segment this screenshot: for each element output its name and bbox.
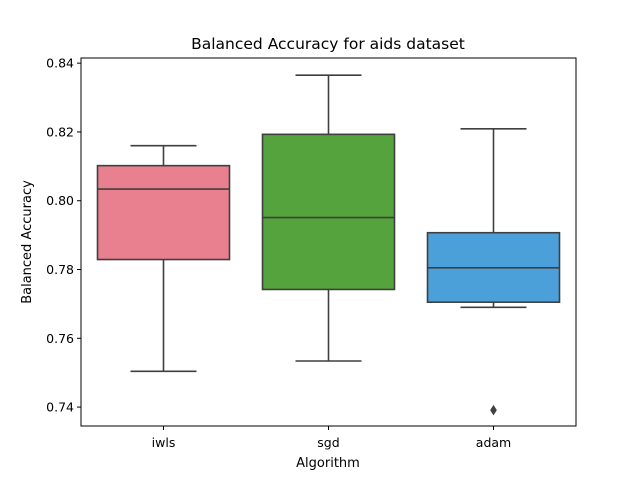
chart-title: Balanced Accuracy for aids dataset (191, 35, 465, 53)
x-tick-label-adam: adam (476, 435, 511, 450)
y-tick-label: 0.84 (46, 56, 74, 71)
box-sgd (261, 74, 396, 362)
x-axis: iwls sgd adam (152, 426, 511, 450)
y-tick-label: 0.74 (46, 400, 74, 415)
x-tick-label-sgd: sgd (317, 435, 339, 450)
x-axis-label: Algorithm (296, 456, 360, 471)
box-iwls (96, 144, 231, 373)
box-iqr (96, 164, 231, 261)
y-axis: 0.74 0.76 0.78 0.80 0.82 0.84 (46, 56, 81, 415)
y-tick-label: 0.80 (46, 193, 74, 208)
box-iqr (261, 133, 396, 291)
y-tick-label: 0.78 (46, 262, 74, 277)
box-adam (426, 128, 561, 416)
y-tick-label: 0.82 (46, 124, 74, 139)
plot-area (96, 74, 561, 416)
y-axis-label: Balanced Accuracy (20, 180, 35, 304)
y-tick-label: 0.76 (46, 331, 74, 346)
x-tick-label-iwls: iwls (152, 435, 176, 450)
outlier-point (490, 404, 497, 416)
